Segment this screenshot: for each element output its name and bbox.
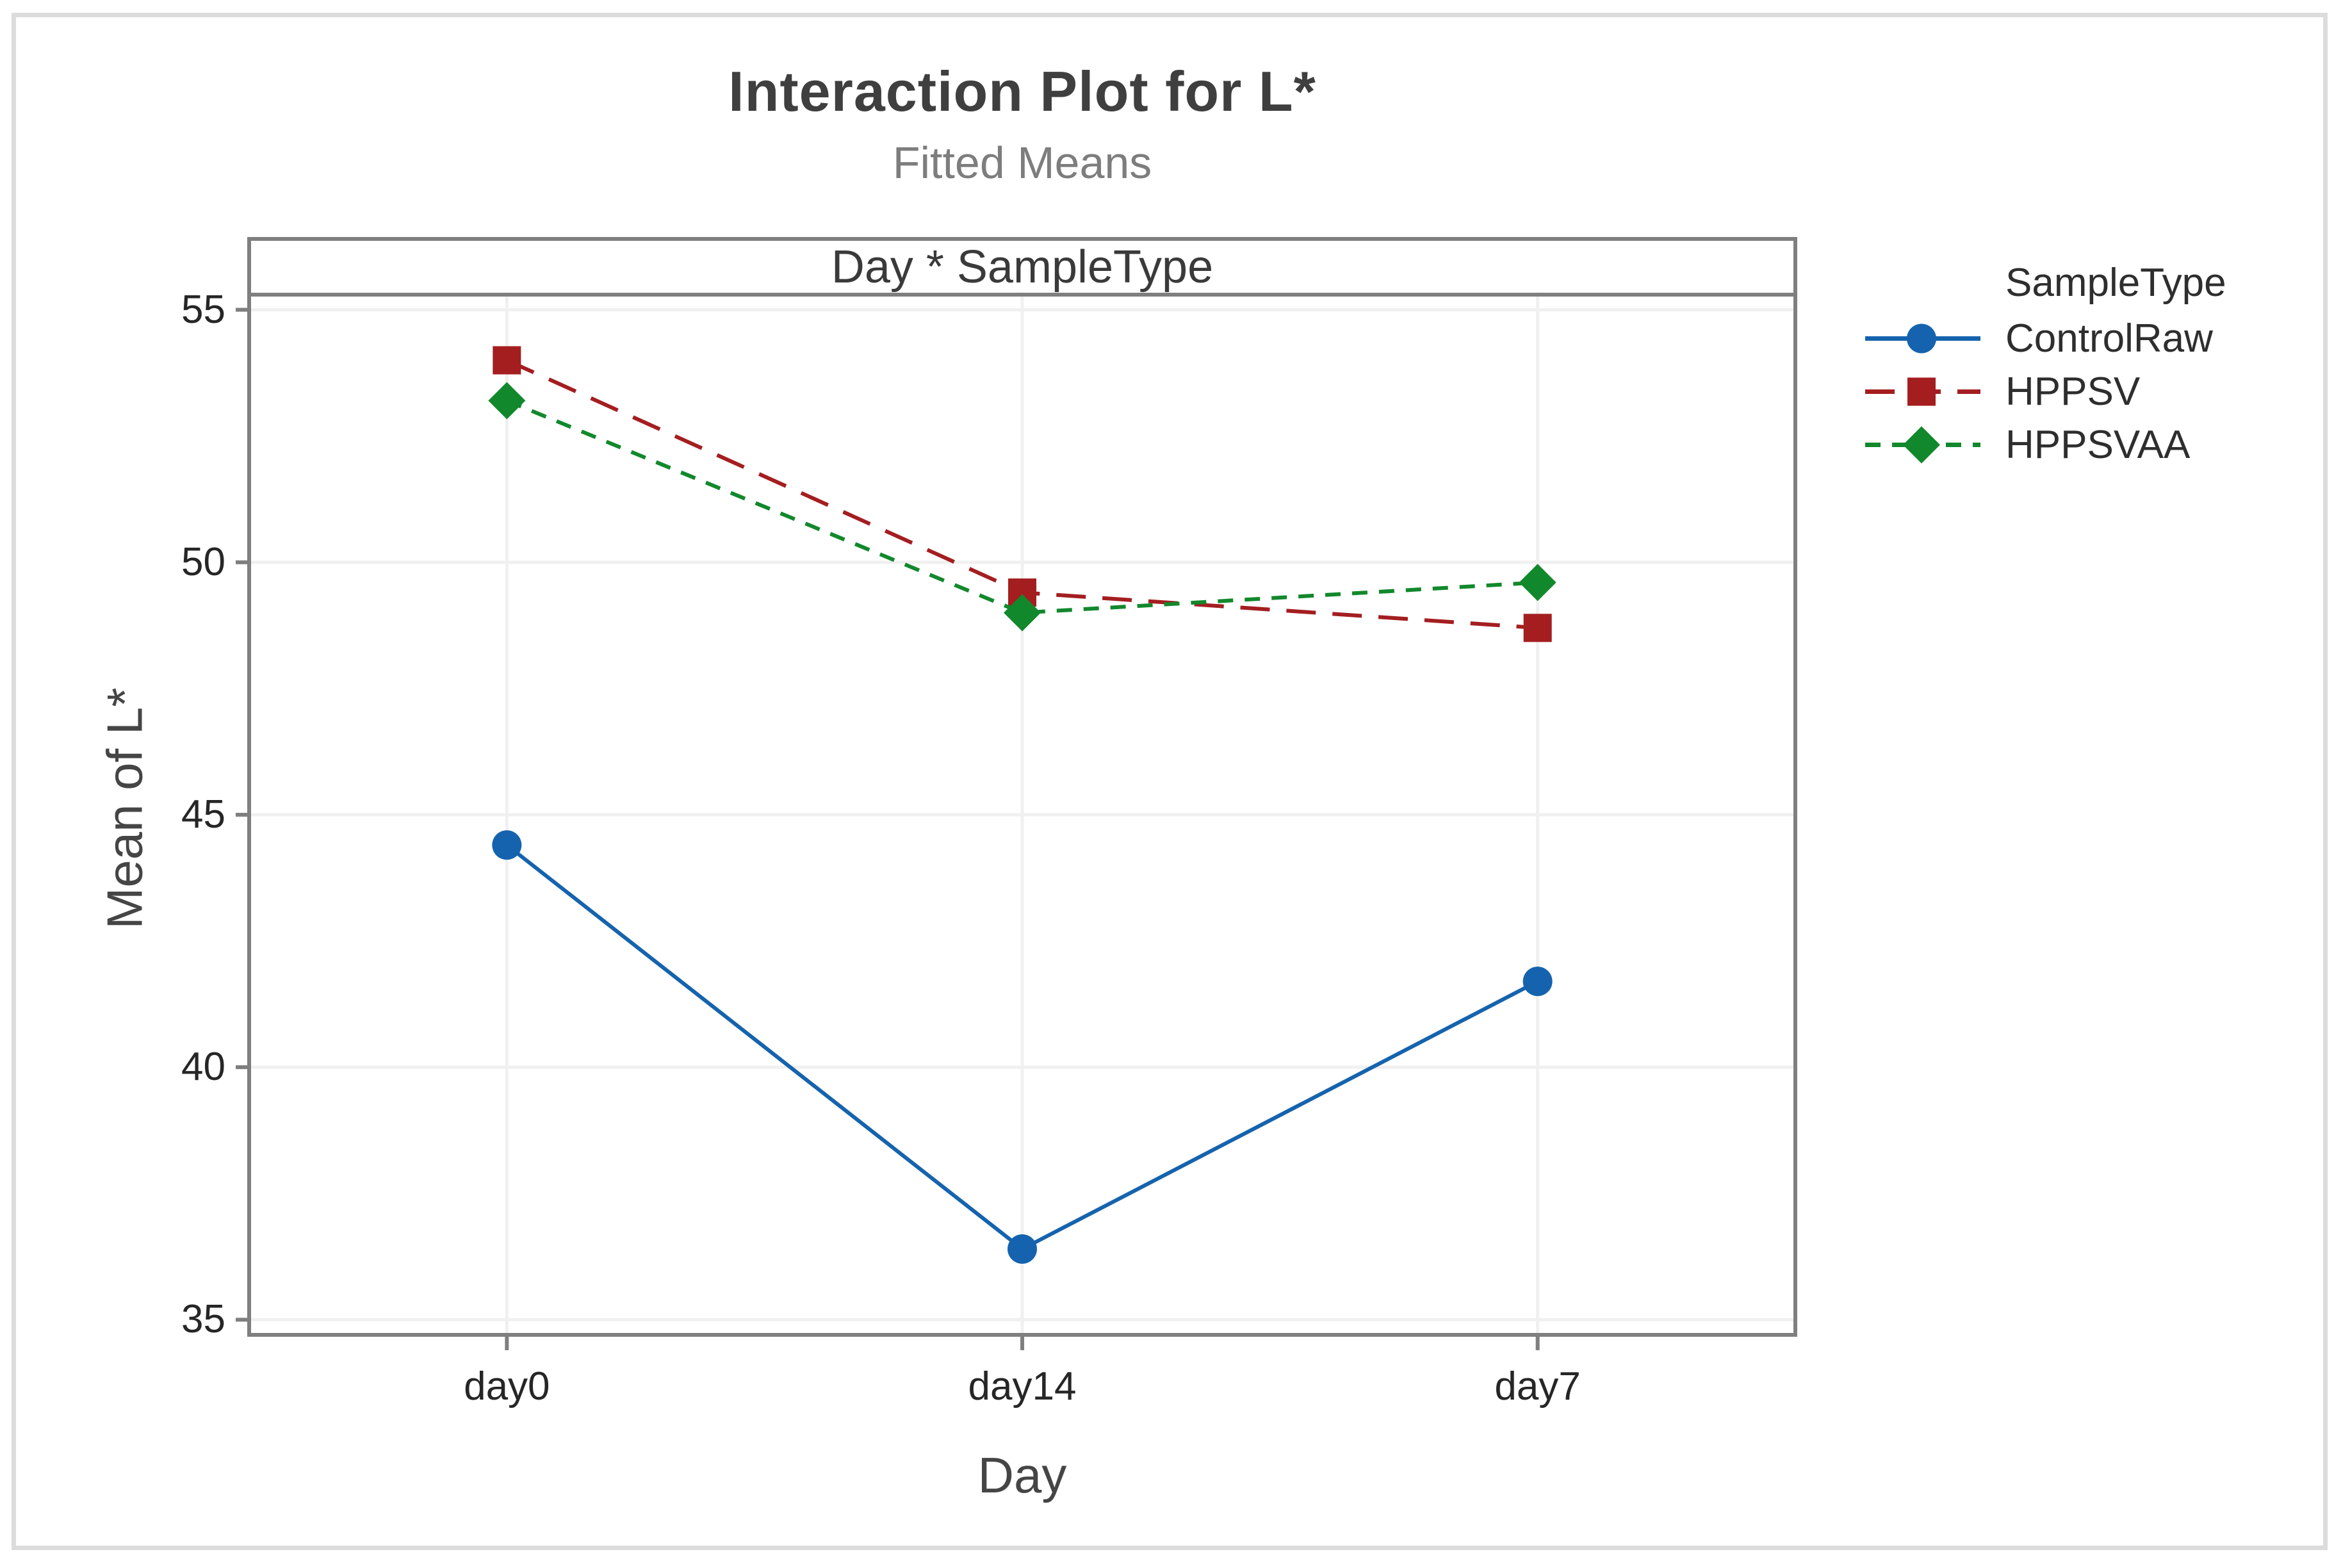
chart-title: Interaction Plot for L* [728, 60, 1316, 123]
y-tick-label-55: 55 [181, 287, 225, 332]
x-tick-label-day0: day0 [464, 1364, 550, 1409]
panel-header: Day * SampleType [249, 239, 1795, 295]
x-axis-label: Day [977, 1447, 1067, 1503]
data-point-hppsv-day0 [493, 346, 521, 375]
x-tick-label-day7: day7 [1494, 1364, 1581, 1409]
legend-label: ControlRaw [2005, 316, 2213, 361]
legend-item-hppsv: HPPSV [1861, 365, 2309, 418]
y-axis-label: Mean of L* [96, 687, 153, 929]
y-tick-label-50: 50 [181, 539, 225, 584]
legend-item-controlraw: ControlRaw [1861, 312, 2309, 365]
circle-marker-icon [1907, 323, 1936, 354]
data-point-controlraw-day0 [492, 830, 522, 860]
series-line-hppsvaa [506, 398, 1538, 615]
chart-subtitle: Fitted Means [892, 138, 1152, 188]
legend-rows: ControlRaw HPPSV HPPSVAA [1861, 312, 2309, 471]
legend-swatch-controlraw [1865, 323, 1980, 354]
legend: SampleType ControlRaw HPPSV HPPSVAA [1861, 262, 2309, 471]
diamond-marker-icon [1903, 426, 1940, 464]
y-tick-label-45: 45 [181, 792, 225, 837]
legend-title: SampleType [2005, 261, 2226, 305]
data-point-hppsvaa-day0 [488, 382, 526, 420]
data-point-hppsvaa-day7 [1519, 564, 1556, 601]
y-tick-label-35: 35 [181, 1297, 225, 1342]
legend-label: HPPSV [2005, 370, 2141, 414]
data-point-controlraw-day14 [1008, 1234, 1037, 1264]
y-tick-label-40: 40 [181, 1045, 225, 1090]
data-point-hppsvaa-day14 [1004, 594, 1041, 632]
square-marker-icon [1907, 377, 1936, 406]
data-point-hppsv-day7 [1523, 614, 1552, 642]
plot-border [247, 293, 1797, 1337]
x-tick-label-day14: day14 [968, 1364, 1077, 1409]
data-point-controlraw-day7 [1522, 967, 1553, 997]
legend-item-hppsvaa: HPPSVAA [1861, 418, 2309, 471]
panel-header-label: Day * SampleType [831, 241, 1214, 293]
legend-label: HPPSVAA [2005, 423, 2191, 467]
legend-swatch-hppsvaa [1865, 426, 1980, 464]
legend-swatch-hppsv [1865, 377, 1980, 406]
